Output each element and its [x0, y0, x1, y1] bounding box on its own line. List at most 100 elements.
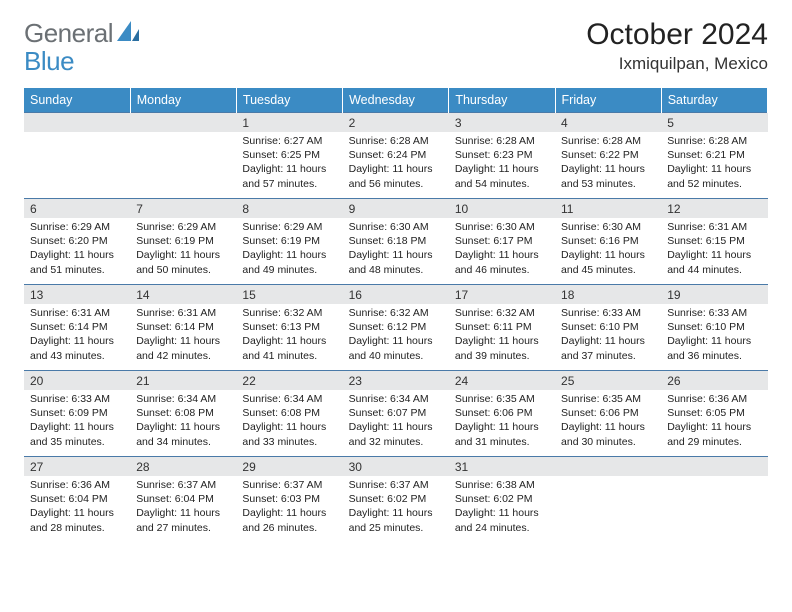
logo-line2: Blue: [24, 46, 74, 77]
day-details: Sunrise: 6:29 AMSunset: 6:19 PMDaylight:…: [236, 218, 342, 281]
day-number-empty: [555, 457, 661, 476]
weekday-header: Sunday: [24, 88, 130, 113]
weekday-row: SundayMondayTuesdayWednesdayThursdayFrid…: [24, 88, 768, 113]
calendar-cell: 18Sunrise: 6:33 AMSunset: 6:10 PMDayligh…: [555, 285, 661, 371]
day-details: Sunrise: 6:28 AMSunset: 6:23 PMDaylight:…: [449, 132, 555, 195]
calendar-cell: 9Sunrise: 6:30 AMSunset: 6:18 PMDaylight…: [343, 199, 449, 285]
day-number: 2: [343, 113, 449, 132]
title-block: October 2024 Ixmiquilpan, Mexico: [586, 18, 768, 74]
calendar-cell: [130, 113, 236, 199]
calendar-body: 1Sunrise: 6:27 AMSunset: 6:25 PMDaylight…: [24, 113, 768, 543]
day-number: 20: [24, 371, 130, 390]
calendar-cell: 12Sunrise: 6:31 AMSunset: 6:15 PMDayligh…: [661, 199, 767, 285]
day-details: Sunrise: 6:37 AMSunset: 6:04 PMDaylight:…: [130, 476, 236, 539]
day-details: Sunrise: 6:32 AMSunset: 6:11 PMDaylight:…: [449, 304, 555, 367]
day-number: 28: [130, 457, 236, 476]
calendar-cell: 19Sunrise: 6:33 AMSunset: 6:10 PMDayligh…: [661, 285, 767, 371]
day-details: Sunrise: 6:33 AMSunset: 6:10 PMDaylight:…: [555, 304, 661, 367]
day-details: Sunrise: 6:29 AMSunset: 6:20 PMDaylight:…: [24, 218, 130, 281]
weekday-header: Friday: [555, 88, 661, 113]
day-number: 11: [555, 199, 661, 218]
day-details: Sunrise: 6:33 AMSunset: 6:09 PMDaylight:…: [24, 390, 130, 453]
day-details: Sunrise: 6:37 AMSunset: 6:02 PMDaylight:…: [343, 476, 449, 539]
day-number: 5: [661, 113, 767, 132]
day-details: Sunrise: 6:28 AMSunset: 6:22 PMDaylight:…: [555, 132, 661, 195]
calendar-cell: [24, 113, 130, 199]
calendar-cell: [555, 457, 661, 543]
calendar-week-row: 13Sunrise: 6:31 AMSunset: 6:14 PMDayligh…: [24, 285, 768, 371]
day-number: 29: [236, 457, 342, 476]
calendar-cell: 25Sunrise: 6:35 AMSunset: 6:06 PMDayligh…: [555, 371, 661, 457]
day-number: 3: [449, 113, 555, 132]
calendar-cell: 26Sunrise: 6:36 AMSunset: 6:05 PMDayligh…: [661, 371, 767, 457]
day-number: 18: [555, 285, 661, 304]
day-number: 14: [130, 285, 236, 304]
calendar-cell: 10Sunrise: 6:30 AMSunset: 6:17 PMDayligh…: [449, 199, 555, 285]
day-number: 10: [449, 199, 555, 218]
calendar-cell: 15Sunrise: 6:32 AMSunset: 6:13 PMDayligh…: [236, 285, 342, 371]
day-number: 23: [343, 371, 449, 390]
day-number: 9: [343, 199, 449, 218]
calendar-cell: 23Sunrise: 6:34 AMSunset: 6:07 PMDayligh…: [343, 371, 449, 457]
calendar-cell: 2Sunrise: 6:28 AMSunset: 6:24 PMDaylight…: [343, 113, 449, 199]
header: General October 2024 Ixmiquilpan, Mexico: [24, 18, 768, 74]
logo-text-blue: Blue: [24, 46, 74, 76]
day-number: 30: [343, 457, 449, 476]
calendar-cell: 28Sunrise: 6:37 AMSunset: 6:04 PMDayligh…: [130, 457, 236, 543]
day-number: 25: [555, 371, 661, 390]
calendar-table: SundayMondayTuesdayWednesdayThursdayFrid…: [24, 88, 768, 543]
weekday-header: Monday: [130, 88, 236, 113]
logo-text-gray: General: [24, 18, 113, 49]
weekday-header: Tuesday: [236, 88, 342, 113]
calendar-week-row: 1Sunrise: 6:27 AMSunset: 6:25 PMDaylight…: [24, 113, 768, 199]
calendar-week-row: 20Sunrise: 6:33 AMSunset: 6:09 PMDayligh…: [24, 371, 768, 457]
day-number: 15: [236, 285, 342, 304]
day-details: Sunrise: 6:32 AMSunset: 6:13 PMDaylight:…: [236, 304, 342, 367]
day-details: Sunrise: 6:36 AMSunset: 6:05 PMDaylight:…: [661, 390, 767, 453]
logo: General: [24, 18, 141, 49]
month-title: October 2024: [586, 18, 768, 52]
day-details: Sunrise: 6:30 AMSunset: 6:16 PMDaylight:…: [555, 218, 661, 281]
day-number: 1: [236, 113, 342, 132]
day-details: Sunrise: 6:34 AMSunset: 6:08 PMDaylight:…: [130, 390, 236, 453]
day-details: Sunrise: 6:31 AMSunset: 6:15 PMDaylight:…: [661, 218, 767, 281]
day-number: 8: [236, 199, 342, 218]
logo-sail-icon: [117, 21, 139, 46]
calendar-head: SundayMondayTuesdayWednesdayThursdayFrid…: [24, 88, 768, 113]
location: Ixmiquilpan, Mexico: [586, 54, 768, 74]
day-number: 6: [24, 199, 130, 218]
calendar-cell: 4Sunrise: 6:28 AMSunset: 6:22 PMDaylight…: [555, 113, 661, 199]
day-number: 16: [343, 285, 449, 304]
calendar-cell: 22Sunrise: 6:34 AMSunset: 6:08 PMDayligh…: [236, 371, 342, 457]
calendar-cell: 17Sunrise: 6:32 AMSunset: 6:11 PMDayligh…: [449, 285, 555, 371]
day-number: 12: [661, 199, 767, 218]
day-number: 7: [130, 199, 236, 218]
weekday-header: Wednesday: [343, 88, 449, 113]
day-number: 17: [449, 285, 555, 304]
weekday-header: Thursday: [449, 88, 555, 113]
calendar-cell: 21Sunrise: 6:34 AMSunset: 6:08 PMDayligh…: [130, 371, 236, 457]
day-number: 27: [24, 457, 130, 476]
day-number-empty: [130, 113, 236, 132]
day-details: Sunrise: 6:27 AMSunset: 6:25 PMDaylight:…: [236, 132, 342, 195]
calendar-cell: 24Sunrise: 6:35 AMSunset: 6:06 PMDayligh…: [449, 371, 555, 457]
day-number-empty: [661, 457, 767, 476]
day-details: Sunrise: 6:32 AMSunset: 6:12 PMDaylight:…: [343, 304, 449, 367]
day-details: Sunrise: 6:37 AMSunset: 6:03 PMDaylight:…: [236, 476, 342, 539]
day-details: Sunrise: 6:30 AMSunset: 6:18 PMDaylight:…: [343, 218, 449, 281]
calendar-cell: 14Sunrise: 6:31 AMSunset: 6:14 PMDayligh…: [130, 285, 236, 371]
day-number: 26: [661, 371, 767, 390]
day-number: 13: [24, 285, 130, 304]
day-number: 4: [555, 113, 661, 132]
day-details: Sunrise: 6:28 AMSunset: 6:24 PMDaylight:…: [343, 132, 449, 195]
calendar-cell: 3Sunrise: 6:28 AMSunset: 6:23 PMDaylight…: [449, 113, 555, 199]
day-details: Sunrise: 6:29 AMSunset: 6:19 PMDaylight:…: [130, 218, 236, 281]
calendar-cell: 8Sunrise: 6:29 AMSunset: 6:19 PMDaylight…: [236, 199, 342, 285]
calendar-cell: 11Sunrise: 6:30 AMSunset: 6:16 PMDayligh…: [555, 199, 661, 285]
day-details: Sunrise: 6:28 AMSunset: 6:21 PMDaylight:…: [661, 132, 767, 195]
day-number: 24: [449, 371, 555, 390]
day-details: Sunrise: 6:31 AMSunset: 6:14 PMDaylight:…: [130, 304, 236, 367]
day-details: Sunrise: 6:31 AMSunset: 6:14 PMDaylight:…: [24, 304, 130, 367]
calendar-cell: 7Sunrise: 6:29 AMSunset: 6:19 PMDaylight…: [130, 199, 236, 285]
day-details: Sunrise: 6:34 AMSunset: 6:08 PMDaylight:…: [236, 390, 342, 453]
